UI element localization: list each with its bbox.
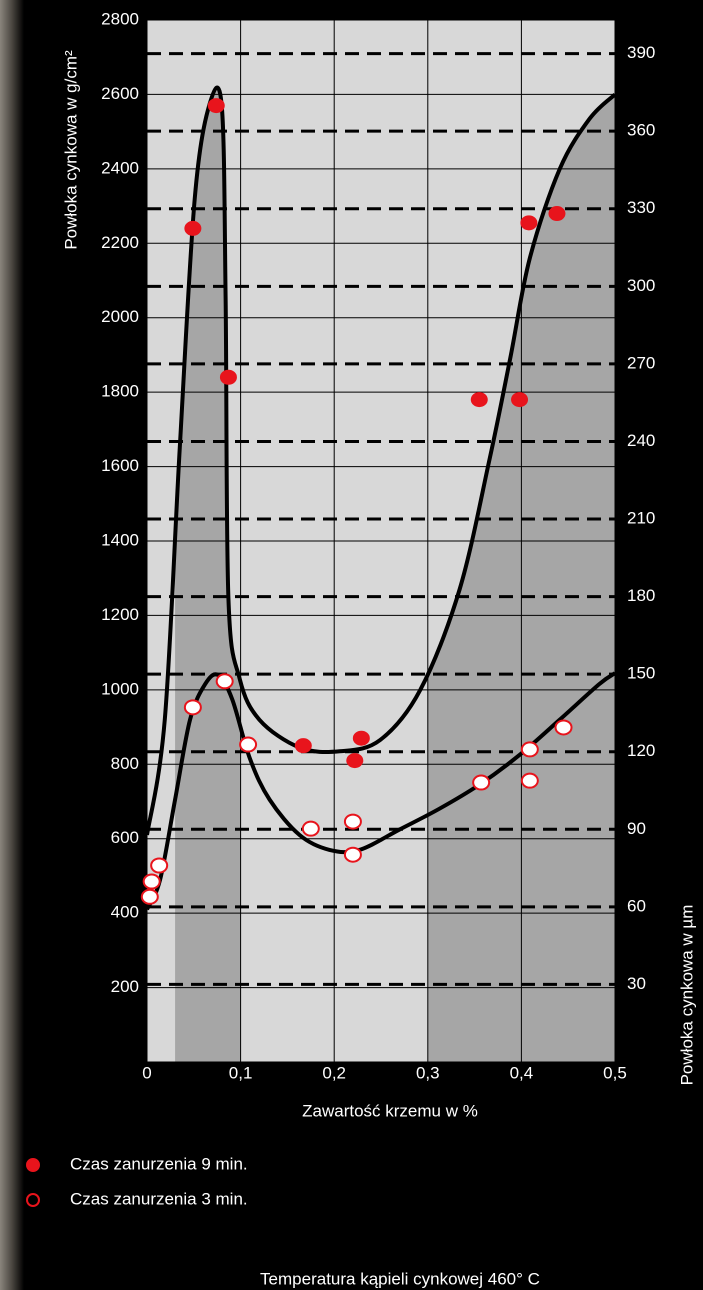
fit-curve — [145, 671, 617, 911]
y2-tick-label: 60 — [627, 896, 646, 915]
y-tick-label: 1600 — [101, 456, 139, 475]
point — [343, 846, 362, 863]
point — [294, 738, 312, 754]
x-tick-label: 0,2 — [322, 1063, 346, 1082]
x-tick-label: 0,4 — [510, 1063, 534, 1082]
legend-marker — [26, 1193, 40, 1207]
legend-label: Czas zanurzenia 3 min. — [70, 1189, 248, 1208]
y-tick-label: 800 — [111, 754, 139, 773]
y-tick-label: 600 — [111, 828, 139, 847]
y-tick-label: 200 — [111, 977, 139, 996]
y2-tick-label: 300 — [627, 276, 655, 295]
point — [184, 220, 202, 236]
point — [520, 741, 539, 758]
y-tick-label: 2400 — [101, 158, 139, 177]
y2-tick-label: 180 — [627, 586, 655, 605]
plot-frame — [146, 19, 616, 1063]
y2-tick-label: 30 — [627, 974, 646, 993]
point — [239, 736, 258, 753]
y2-tick-label: 150 — [627, 664, 655, 683]
point — [219, 369, 237, 385]
y-axis-label: Powłoka cynkowa w g/cm² — [61, 50, 80, 250]
y2-tick-label: 210 — [627, 509, 655, 528]
point — [554, 719, 573, 736]
point — [346, 753, 364, 769]
y-tick-label: 1800 — [101, 382, 139, 401]
x-axis-label: Zawartość krzemu w % — [302, 1101, 478, 1120]
y-tick-label: 1000 — [101, 679, 139, 698]
note: Temperatura kąpieli cynkowej 460° C — [260, 1269, 540, 1288]
x-tick-label: 0,3 — [416, 1063, 440, 1082]
y-tick-label: 400 — [111, 903, 139, 922]
y2-tick-label: 120 — [627, 741, 655, 760]
point — [140, 888, 159, 905]
x-tick-label: 0 — [142, 1063, 151, 1082]
y2-tick-label: 270 — [627, 353, 655, 372]
y2-tick-label: 360 — [627, 121, 655, 140]
point — [207, 98, 225, 114]
y-tick-label: 2200 — [101, 233, 139, 252]
y-tick-label: 2800 — [101, 9, 139, 28]
point — [183, 699, 202, 716]
y-tick-label: 2000 — [101, 307, 139, 326]
point — [511, 392, 529, 408]
x-tick-label: 0,1 — [229, 1063, 253, 1082]
point — [472, 774, 491, 791]
y-tick-label: 2600 — [101, 84, 139, 103]
fit-curve — [145, 85, 617, 836]
x-tick-label: 0,5 — [603, 1063, 627, 1082]
y2-tick-label: 90 — [627, 819, 646, 838]
y-tick-label: 1200 — [101, 605, 139, 624]
point — [142, 873, 161, 890]
legend-label: Czas zanurzenia 9 min. — [70, 1154, 248, 1173]
y2-tick-label: 390 — [627, 43, 655, 62]
point — [150, 857, 169, 874]
y2-tick-label: 330 — [627, 198, 655, 217]
y2-axis-label: Powłoka cynkowa w µm — [677, 905, 696, 1086]
point — [352, 730, 370, 746]
y-tick-label: 1400 — [101, 530, 139, 549]
point — [343, 813, 362, 830]
y2-tick-label: 240 — [627, 431, 655, 450]
point — [470, 392, 488, 408]
point — [520, 215, 538, 231]
point — [520, 772, 539, 789]
point — [215, 673, 234, 690]
photo-edge — [0, 0, 24, 1290]
point — [301, 820, 320, 837]
point — [548, 206, 566, 222]
legend-marker — [26, 1158, 40, 1172]
